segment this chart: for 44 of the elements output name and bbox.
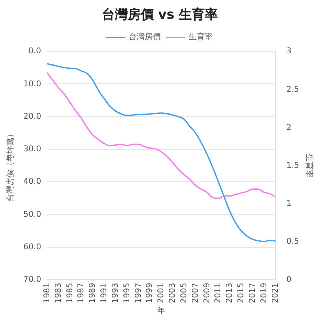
x-tick-label: 2015: [236, 283, 246, 304]
x-tick-label: 1995: [122, 283, 132, 304]
x-tick-label: 2019: [259, 283, 268, 304]
x-tick-label: 2009: [202, 283, 212, 304]
x-tick-label: 2001: [156, 283, 166, 304]
x-tick-label: 2003: [168, 283, 178, 304]
legend-label: 台灣房價: [129, 32, 161, 42]
x-tick-label: 1987: [76, 283, 86, 304]
y-tick-label: 30.0: [24, 144, 42, 154]
y2-tick-label: 3: [286, 46, 292, 56]
y2-tick-label: 0: [286, 275, 292, 284]
line-series: [46, 72, 276, 200]
x-tick-label: 1985: [65, 283, 74, 304]
y2-tick-label: 1.5: [286, 160, 300, 170]
x-tick-label: 1993: [110, 283, 120, 304]
x-tick-label: 2013: [225, 283, 234, 304]
x-tick-label: 1997: [134, 283, 143, 304]
y2-tick-label: 2.5: [286, 84, 300, 94]
y2-tick-label: 2: [286, 122, 292, 132]
y2-axis-title: 生育率: [305, 154, 314, 178]
chart-title: 台灣房價 vs 生育率: [102, 7, 218, 24]
x-axis-title: 年: [158, 306, 166, 316]
y-tick-label: 50.0: [24, 210, 42, 219]
y-tick-label: 60.0: [24, 242, 42, 252]
x-tick-label: 2007: [190, 283, 200, 304]
legend-label: 生育率: [189, 32, 213, 42]
y-tick-label: 40.0: [24, 177, 42, 186]
line-series: [46, 63, 276, 243]
y-tick-label: 20.0: [24, 112, 42, 121]
y-axis-title: 台灣房價（每坪萬）: [6, 130, 15, 202]
x-tick-label: 1991: [100, 283, 109, 304]
y-tick-label: 10.0: [24, 79, 42, 88]
y2-tick-label: 0.5: [286, 237, 300, 246]
x-tick-label: 2011: [214, 283, 223, 304]
x-tick-label: 1983: [54, 283, 63, 304]
y2-tick-label: 1: [286, 198, 292, 208]
y-tick-label: 0.0: [28, 46, 42, 56]
x-tick-label: 2005: [179, 283, 188, 304]
x-tick-label: 1981: [42, 283, 52, 304]
x-tick-label: 2017: [248, 283, 257, 304]
y-tick-label: 70.0: [24, 275, 42, 284]
x-tick-label: 1999: [145, 283, 154, 304]
x-tick-label: 2021: [270, 283, 280, 304]
x-tick-label: 1989: [88, 283, 98, 304]
